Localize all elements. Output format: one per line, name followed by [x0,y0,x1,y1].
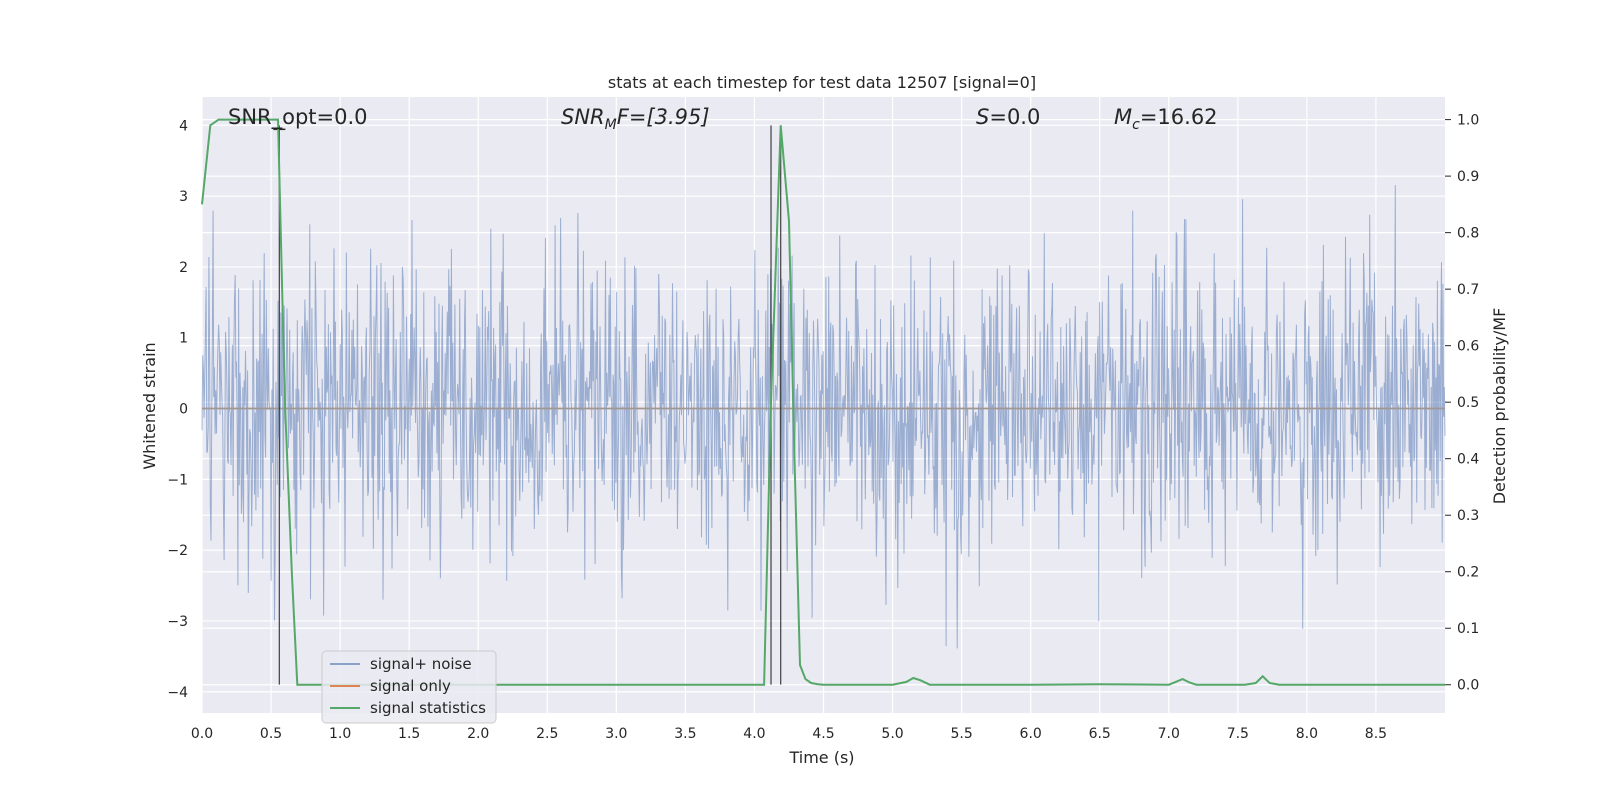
annotation-s: S=0.0 [976,105,1040,129]
x-tick-label: 8.5 [1365,726,1387,742]
legend-label-signal-only: signal only [370,677,451,695]
y2-tick-label: 0.1 [1457,621,1479,637]
x-tick-label: 0.5 [260,726,282,742]
annotation-s-var: S [976,105,989,129]
x-tick-label: 4.0 [743,726,765,742]
x-tick-label: 3.5 [674,726,696,742]
x-tick-label: 2.5 [536,726,558,742]
y-tick-label: 4 [179,118,188,134]
annotation-mc-var: M [1114,105,1132,129]
y2-tick-label: 0.0 [1457,678,1479,694]
annotation-snr-mf-sub: M [605,117,617,133]
y2-tick-label: 0.3 [1457,508,1479,524]
x-tick-label: 5.0 [881,726,903,742]
legend-label-signal-noise: signal+ noise [370,655,472,673]
x-tick-label: 1.0 [329,726,351,742]
x-tick-label: 3.0 [605,726,627,742]
annotation-snr-mf: SNRMF=[3.95] [561,105,710,133]
x-tick-label: 4.5 [812,726,834,742]
annotation-snr-mf-main: SNR [561,105,605,129]
legend-box [321,650,497,724]
x-tick-label: 8.0 [1296,726,1318,742]
y2-tick-label: 0.2 [1457,565,1479,581]
y-axis-label: Whitened strain [140,342,159,469]
y2-axis-label: Detection probability/MF [1490,308,1509,505]
y2-tick-label: 1.0 [1457,113,1479,129]
y2-tick-label: 0.9 [1457,169,1479,185]
y-tick-label: −1 [167,472,188,488]
y2-tick-label: 0.4 [1457,452,1479,468]
legend-label-signal-statistics: signal statistics [370,699,486,717]
annotation-mc-sub: c [1132,117,1140,133]
chart-title: stats at each timestep for test data 125… [608,73,1036,92]
annotation-s-rest: =0.0 [989,105,1040,129]
y-tick-label: 0 [179,402,188,418]
annotation-snr-mf-rest: F=[3.95] [617,105,710,129]
y-tick-label: −2 [167,543,188,559]
x-axis-label: Time (s) [788,748,854,767]
y-tick-label: 1 [179,331,188,347]
x-tick-label: 0.0 [191,726,213,742]
x-tick-label: 6.5 [1089,726,1111,742]
x-tick-label: 6.0 [1020,726,1042,742]
x-axis-ticks: 0.0 0.5 1.0 1.5 2.0 2.5 3.0 3.5 4.0 4.5 5.0 5.5 6.0 6… [191,726,1387,742]
annotation-snr-opt: SNR_opt=0.0 [228,105,368,130]
y2-tick-label: 0.8 [1457,226,1479,242]
x-tick-label: 1.5 [398,726,420,742]
noise-trace [201,185,1446,649]
y-tick-label: −3 [167,614,188,630]
signal-statistics-line [201,118,1445,686]
y-tick-label: 3 [179,189,188,205]
x-tick-label: 2.0 [467,726,489,742]
y2-tick-label: 0.6 [1457,339,1479,355]
y-axis-ticks: 4 3 2 1 0 −1 −2 −3 −4 [167,118,188,700]
x-tick-label: 7.5 [1227,726,1249,742]
x-tick-label: 7.0 [1158,726,1180,742]
annotation-mc-rest: =16.62 [1140,105,1218,129]
x-tick-label: 5.5 [950,726,972,742]
annotation-mc: Mc=16.62 [1114,105,1218,133]
legend: signal+ noise signal only signal statist… [321,650,497,724]
y2-tick-label: 0.7 [1457,282,1479,298]
series-signal-statistics [201,118,1445,686]
y-tick-label: 2 [179,260,188,276]
y2-tick-label: 0.5 [1457,395,1479,411]
y2-axis-ticks: 1.0 0.9 0.8 0.7 0.6 0.5 0.4 0.3 0.2 0.1 0.0 [1445,113,1479,694]
series-signal-noise [201,185,1446,649]
y-tick-label: −4 [167,685,188,701]
